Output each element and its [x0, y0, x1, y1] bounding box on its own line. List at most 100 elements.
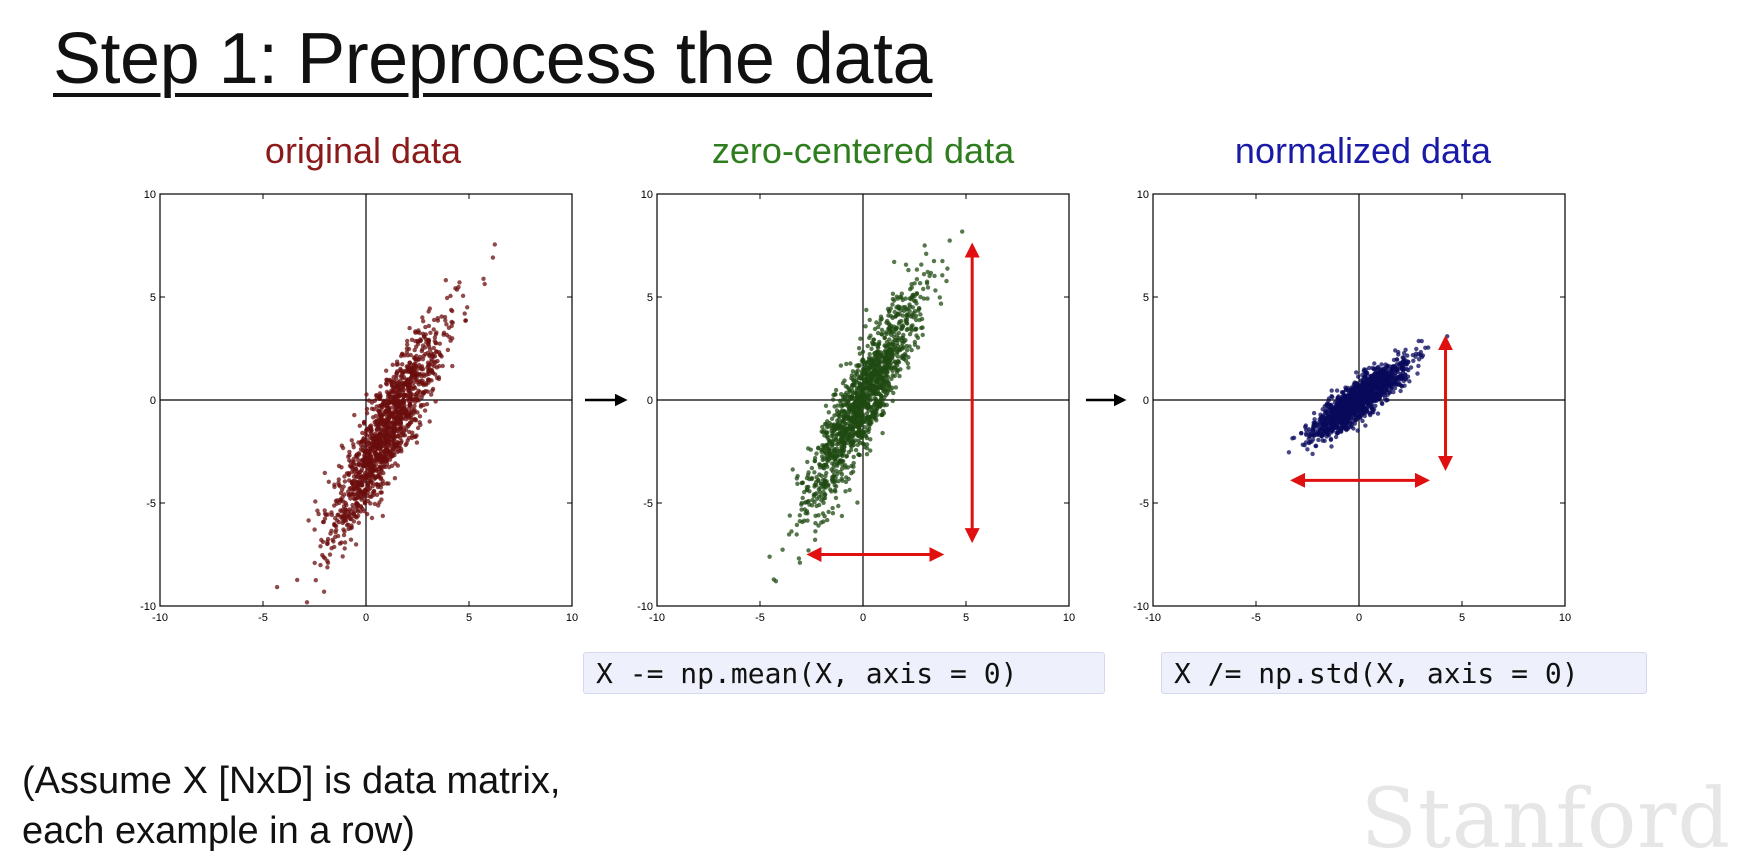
data-point: [867, 365, 872, 370]
data-point: [418, 404, 424, 409]
data-point: [1368, 400, 1374, 405]
data-point: [1402, 383, 1407, 388]
data-point: [1305, 447, 1310, 452]
data-point: [346, 471, 351, 476]
data-point: [430, 386, 436, 392]
data-point: [400, 352, 405, 357]
data-point: [887, 358, 892, 363]
data-point: [894, 312, 900, 318]
data-point: [412, 374, 417, 379]
data-point: [423, 324, 428, 330]
data-point: [1322, 421, 1327, 426]
data-point: [860, 357, 865, 362]
data-point: [940, 273, 945, 278]
data-point: [894, 346, 899, 352]
data-point: [859, 408, 864, 414]
data-point: [389, 463, 395, 468]
data-point: [1385, 363, 1390, 368]
data-point: [840, 398, 845, 403]
data-point: [924, 279, 930, 284]
data-point: [805, 459, 810, 465]
data-point: [857, 351, 863, 356]
data-point: [407, 395, 413, 400]
data-point: [394, 362, 399, 367]
data-point: [1399, 361, 1404, 366]
data-point: [844, 475, 849, 480]
y-tick-label: -10: [1133, 601, 1149, 613]
data-point: [1397, 382, 1403, 387]
data-point: [832, 392, 838, 397]
x-tick-label: 5: [466, 612, 472, 624]
data-point: [795, 481, 800, 486]
data-point: [870, 365, 876, 370]
data-point: [809, 503, 815, 508]
data-point: [851, 454, 856, 460]
chart-title-zero-centered: zero-centered data: [711, 130, 1015, 171]
data-point: [853, 421, 858, 426]
data-point: [871, 391, 876, 397]
data-point: [1392, 386, 1398, 391]
data-point: [868, 397, 873, 403]
data-point: [870, 408, 875, 413]
data-point: [839, 466, 845, 471]
data-point: [849, 463, 854, 469]
data-point: [395, 413, 400, 418]
data-point: [823, 473, 828, 479]
data-point: [790, 467, 795, 472]
data-point: [888, 313, 894, 319]
data-point: [855, 500, 860, 505]
data-point: [886, 364, 891, 370]
data-point: [885, 318, 890, 324]
data-point: [384, 389, 390, 395]
data-point: [356, 520, 361, 525]
data-point: [342, 474, 347, 479]
data-point: [867, 335, 872, 341]
data-point: [1383, 374, 1389, 379]
data-point: [413, 418, 418, 423]
data-point: [1359, 403, 1364, 409]
data-point: [411, 384, 417, 389]
data-point: [326, 479, 331, 484]
data-point: [912, 309, 918, 314]
data-point: [835, 453, 840, 458]
data-point: [918, 294, 923, 300]
data-point: [899, 326, 904, 332]
data-point: [1398, 371, 1403, 377]
data-point: [841, 429, 846, 435]
data-point: [440, 363, 445, 369]
data-point: [404, 349, 410, 355]
data-point: [905, 326, 910, 332]
data-point: [872, 326, 878, 332]
data-point: [862, 425, 868, 430]
data-point: [434, 330, 439, 335]
data-point: [1392, 364, 1397, 369]
data-point: [443, 318, 448, 323]
data-point: [295, 577, 300, 583]
data-point: [805, 473, 811, 478]
data-point: [401, 394, 406, 399]
data-point: [1328, 437, 1334, 442]
data-point: [386, 407, 391, 412]
data-point: [412, 347, 417, 353]
data-point: [427, 419, 432, 424]
data-point: [1329, 444, 1334, 449]
data-point: [853, 447, 859, 453]
data-point: [1325, 427, 1331, 432]
data-point: [1372, 361, 1377, 366]
data-point: [457, 280, 462, 285]
data-point: [378, 441, 383, 447]
data-point: [895, 368, 901, 373]
data-point: [870, 380, 876, 386]
data-point: [381, 458, 386, 463]
data-point: [381, 470, 386, 476]
data-point: [348, 486, 353, 491]
data-point: [795, 473, 800, 479]
data-point: [325, 560, 331, 565]
data-point: [1408, 365, 1414, 370]
data-point: [419, 367, 424, 372]
data-point: [1377, 376, 1383, 381]
data-point: [412, 403, 417, 409]
data-point: [1399, 366, 1405, 371]
data-point: [1351, 426, 1356, 431]
data-point: [482, 281, 487, 287]
